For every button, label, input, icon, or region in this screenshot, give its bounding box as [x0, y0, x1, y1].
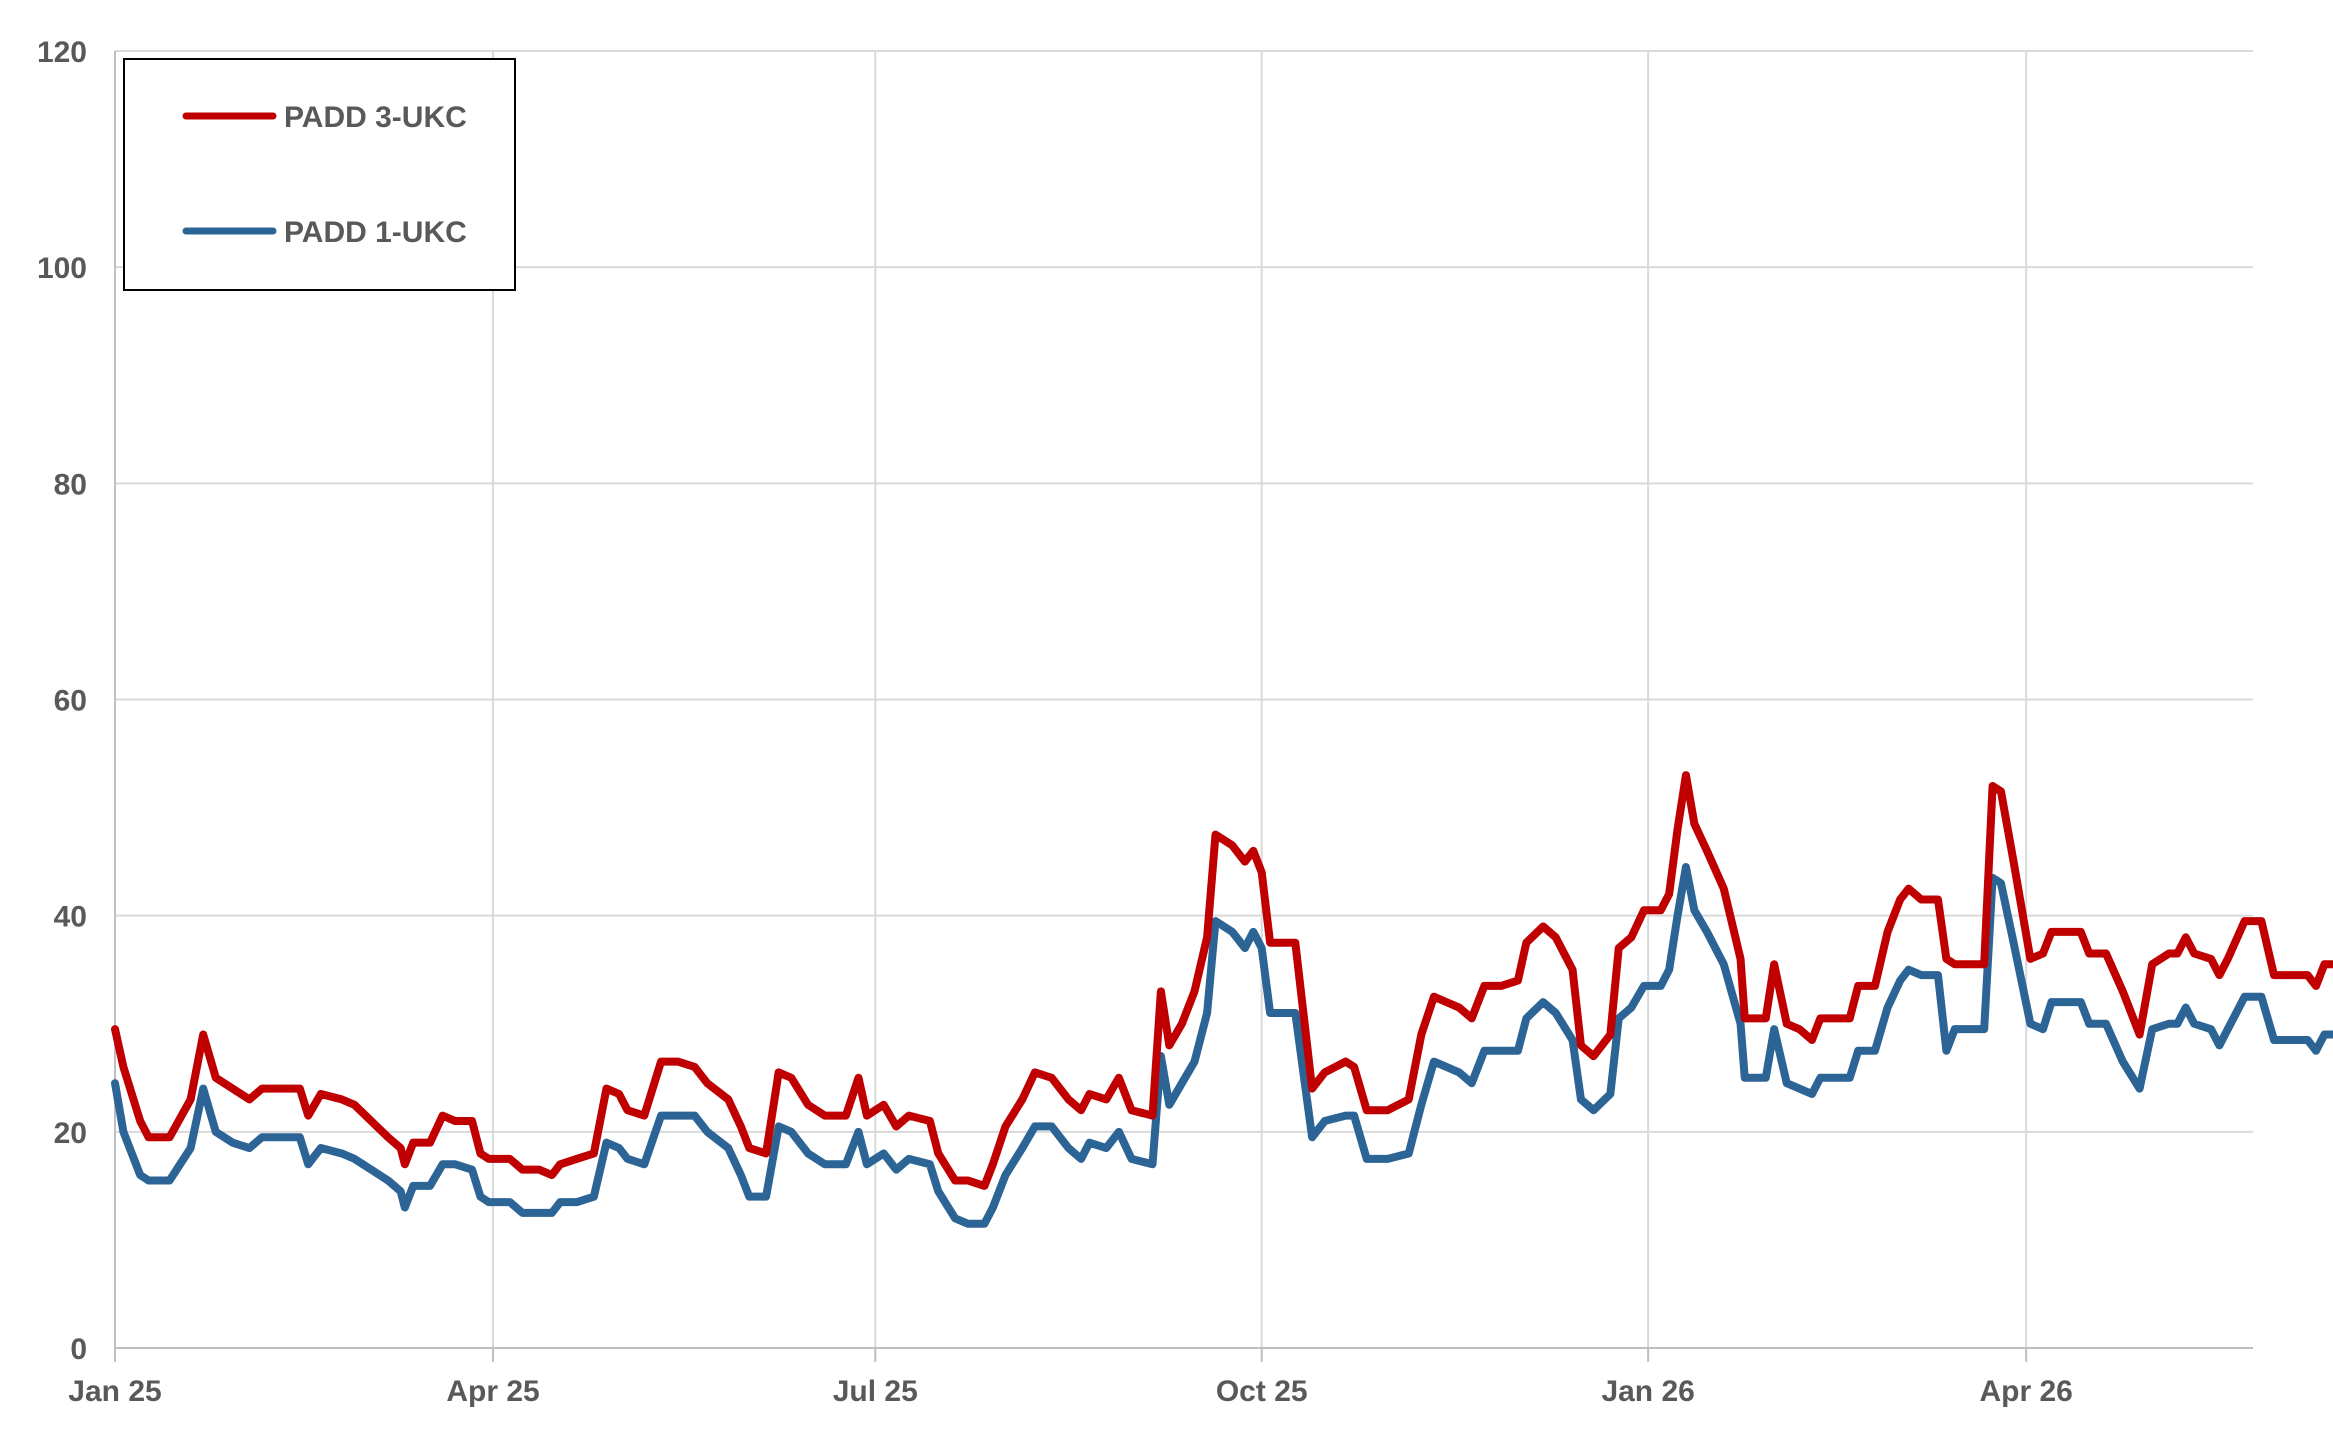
x-tick-label: Jul 25 — [833, 1375, 918, 1408]
x-tick-label: Jan 26 — [1601, 1375, 1694, 1408]
x-tick-label: Apr 25 — [446, 1375, 539, 1408]
legend-label-padd1-ukc: PADD 1-UKC — [284, 216, 467, 249]
axes — [114, 51, 2253, 1362]
x-tick-label: Apr 26 — [1979, 1375, 2072, 1408]
legend: PADD 3-UKC PADD 1-UKC — [123, 58, 516, 291]
y-tick-label: 100 — [37, 252, 87, 285]
legend-label-padd3-ukc: PADD 3-UKC — [284, 101, 467, 134]
y-tick-label: 60 — [54, 685, 87, 718]
tick-labels: 0 20 40 60 80 100 120 Jan 25 Apr 25 Jul 25 Oct 25 J… — [37, 36, 2073, 1408]
y-tick-label: 80 — [54, 468, 87, 501]
x-tick-label: Jan 25 — [68, 1375, 161, 1408]
legend-box — [123, 58, 516, 291]
y-tick-label: 20 — [54, 1117, 87, 1150]
y-tick-label: 40 — [54, 901, 87, 934]
x-tick-label: Oct 25 — [1216, 1375, 1308, 1408]
series-lines — [111, 771, 2333, 1228]
y-tick-label: 120 — [37, 36, 87, 69]
series-line-padd-3-ukc — [111, 771, 2333, 1190]
y-tick-label: 0 — [70, 1333, 87, 1366]
series-line-padd-1-ukc — [111, 863, 2333, 1228]
